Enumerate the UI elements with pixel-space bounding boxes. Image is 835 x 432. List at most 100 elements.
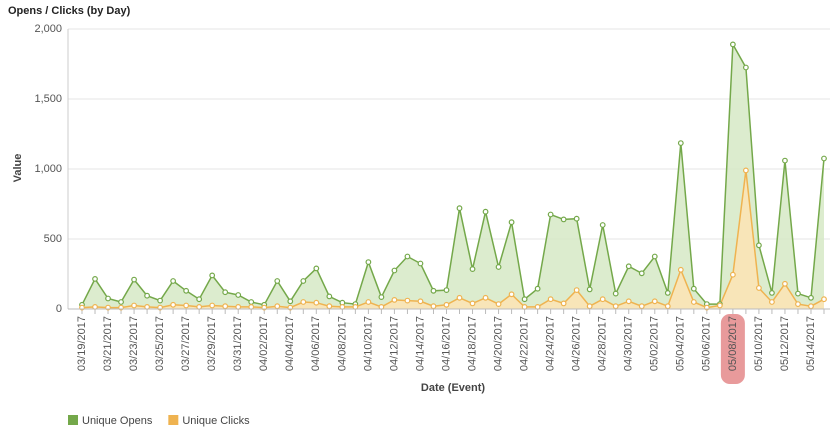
point (756, 242, 762, 249)
point (417, 298, 424, 305)
x-tick-label: 04/16/2017 (440, 316, 452, 371)
x-tick-label: 04/26/2017 (571, 316, 583, 371)
point (690, 299, 697, 305)
point (274, 303, 281, 310)
point (808, 294, 814, 301)
point (404, 297, 411, 304)
point (638, 270, 645, 277)
point (782, 280, 788, 287)
line (81, 170, 825, 309)
y-tick-label: 1,500 (34, 93, 62, 105)
point (209, 302, 216, 309)
point (482, 294, 489, 301)
area-fill (82, 44, 824, 310)
point (664, 290, 671, 296)
x-tick-label: 04/30/2017 (623, 316, 635, 371)
x-tick-label: 05/14/2017 (805, 316, 817, 371)
chart-title: Opens / Clicks (by Day) (8, 5, 131, 17)
point (547, 296, 554, 303)
point (118, 299, 124, 305)
point (729, 41, 736, 48)
point (417, 260, 424, 267)
point (430, 303, 437, 310)
x-tick-label: 04/10/2017 (362, 316, 374, 371)
point (586, 286, 593, 293)
x-tick-label: 05/04/2017 (675, 316, 687, 371)
point (235, 292, 242, 298)
point (183, 302, 190, 309)
point (508, 291, 515, 298)
point (157, 297, 164, 304)
point (456, 205, 463, 212)
point (469, 300, 476, 307)
x-tick-label: 05/08/2017 (727, 316, 739, 371)
y-tick-label: 500 (44, 233, 62, 245)
legend-swatch (68, 415, 78, 425)
point (521, 296, 528, 303)
x-tick-label: 03/23/2017 (128, 316, 140, 371)
x-tick-label: 05/06/2017 (701, 316, 713, 371)
point (651, 253, 658, 260)
point (443, 287, 450, 294)
point (404, 253, 411, 260)
point (612, 303, 619, 310)
point (274, 278, 281, 284)
x-tick-label: 03/29/2017 (206, 316, 218, 371)
point (300, 278, 307, 284)
x-tick-label: 04/22/2017 (519, 316, 531, 371)
point (599, 222, 606, 228)
x-tick-label: 04/12/2017 (388, 316, 400, 371)
x-tick-label: 04/20/2017 (492, 316, 504, 371)
point (131, 276, 137, 283)
legend-label: Unique Opens (82, 415, 153, 427)
point (795, 290, 801, 297)
point (677, 140, 684, 147)
point (664, 303, 671, 310)
point (209, 272, 216, 279)
point (391, 267, 398, 274)
point (430, 287, 437, 294)
x-tick-label: 04/28/2017 (597, 316, 609, 371)
point (625, 263, 632, 270)
point (378, 294, 385, 301)
point (131, 302, 137, 309)
y-axis-label: Value (12, 154, 24, 183)
point (599, 296, 606, 303)
highlight (720, 314, 745, 384)
x-tick-label: 03/31/2017 (232, 316, 244, 371)
point (170, 301, 177, 308)
point (495, 264, 502, 270)
point (625, 298, 632, 305)
point (287, 298, 294, 305)
point (821, 155, 827, 162)
point (196, 296, 203, 303)
point (313, 265, 320, 272)
point (92, 276, 98, 282)
point (677, 266, 684, 273)
x-tick-label: 04/18/2017 (466, 316, 478, 371)
point (795, 301, 801, 308)
point (821, 296, 827, 303)
x-tick-label: 03/19/2017 (76, 316, 88, 371)
point (716, 302, 723, 309)
point (456, 294, 463, 301)
point (326, 303, 333, 310)
point (495, 301, 502, 308)
point (105, 295, 111, 302)
point (170, 278, 177, 284)
point (651, 298, 658, 305)
point (756, 285, 762, 291)
point (769, 290, 775, 296)
point (222, 289, 229, 296)
point (560, 300, 567, 307)
point (547, 211, 554, 218)
point (144, 292, 150, 299)
point (222, 303, 229, 310)
point (313, 299, 320, 306)
point (612, 290, 619, 297)
x-tick-label: 05/02/2017 (649, 316, 661, 371)
x-tick-label: 04/24/2017 (545, 316, 557, 371)
point (586, 303, 593, 310)
point (482, 208, 489, 215)
